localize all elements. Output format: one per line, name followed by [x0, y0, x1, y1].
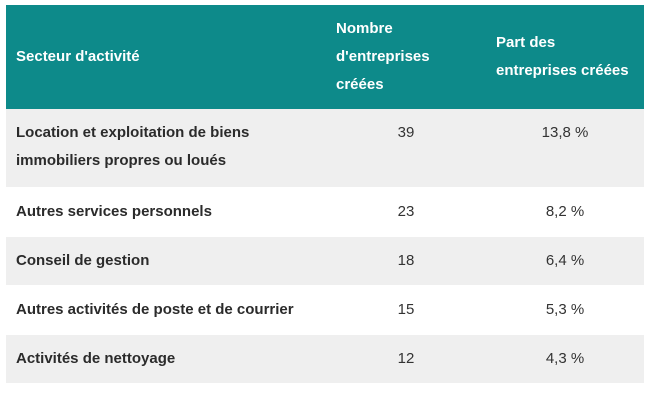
- sector-table-container: Secteur d'activité Nombre d'entreprises …: [6, 5, 644, 384]
- header-sector: Secteur d'activité: [6, 5, 326, 109]
- count-cell: 18: [326, 236, 486, 286]
- header-count-line1: Nombre: [336, 20, 393, 37]
- header-count-line2: d'entreprises: [336, 48, 430, 65]
- share-cell: 13,8 %: [486, 109, 644, 188]
- header-count: Nombre d'entreprises créées: [326, 5, 486, 109]
- share-cell: 5,3 %: [486, 285, 644, 335]
- header-row: Secteur d'activité Nombre d'entreprises …: [6, 5, 644, 109]
- header-count-line3: créées: [336, 76, 384, 93]
- sector-cell: Autres activités de poste et de courrier: [6, 285, 326, 335]
- table-body: Location et exploitation de biens immobi…: [6, 109, 644, 384]
- table-row: Autres activités de poste et de courrier…: [6, 285, 644, 335]
- count-cell: 39: [326, 109, 486, 188]
- table-row: Autres services personnels 23 8,2 %: [6, 187, 644, 237]
- table-header: Secteur d'activité Nombre d'entreprises …: [6, 5, 644, 109]
- header-share-line2: entreprises créées: [496, 62, 629, 79]
- share-cell: 8,2 %: [486, 187, 644, 237]
- sector-table: Secteur d'activité Nombre d'entreprises …: [6, 5, 644, 384]
- count-cell: 12: [326, 334, 486, 384]
- share-cell: 6,4 %: [486, 236, 644, 286]
- header-sector-label: Secteur d'activité: [16, 48, 140, 65]
- header-share: Part des entreprises créées: [486, 5, 644, 109]
- sector-cell: Activités de nettoyage: [6, 334, 326, 384]
- table-row: Location et exploitation de biens immobi…: [6, 109, 644, 188]
- header-share-line1: Part des: [496, 34, 556, 51]
- sector-label-line1: Location et exploitation de biens: [16, 124, 250, 141]
- count-cell: 15: [326, 285, 486, 335]
- share-cell: 4,3 %: [486, 334, 644, 384]
- sector-cell: Conseil de gestion: [6, 236, 326, 286]
- table-row: Activités de nettoyage 12 4,3 %: [6, 334, 644, 384]
- table-row: Conseil de gestion 18 6,4 %: [6, 236, 644, 286]
- sector-cell: Autres services personnels: [6, 187, 326, 237]
- count-cell: 23: [326, 187, 486, 237]
- sector-label-line2: immobiliers propres ou loués: [16, 152, 227, 169]
- sector-cell: Location et exploitation de biens immobi…: [6, 109, 326, 188]
